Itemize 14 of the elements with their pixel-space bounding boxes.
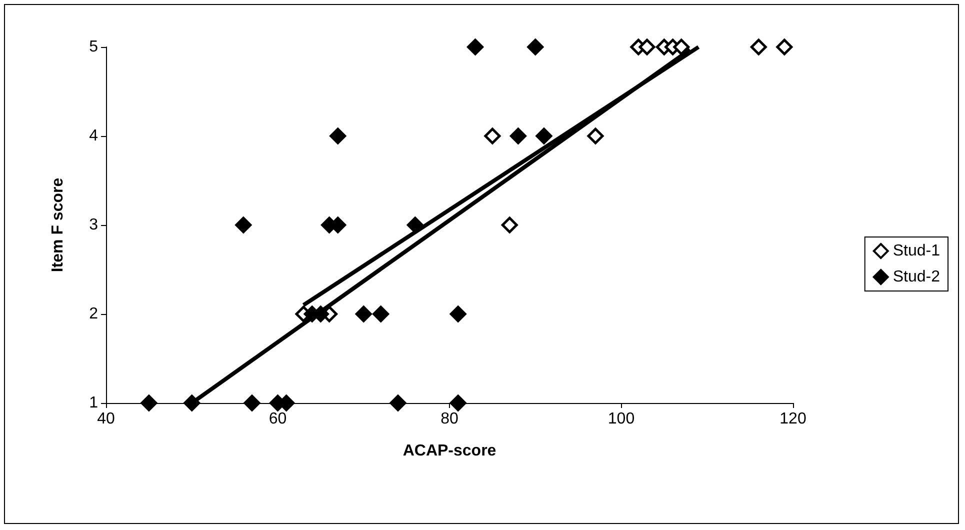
legend-label: Stud-2 (892, 268, 940, 286)
y-tick-label: 3 (89, 216, 98, 234)
y-tick-label: 4 (89, 128, 98, 144)
y-axis-title: Item F score (50, 178, 66, 272)
y-tick-label: 1 (89, 394, 98, 412)
y-tick-label: 5 (89, 38, 98, 56)
x-tick-label: 40 (97, 410, 115, 428)
x-tick-label: 80 (440, 410, 458, 428)
y-tick-label: 2 (89, 306, 98, 322)
x-tick-label: 60 (268, 410, 287, 428)
x-tick-label: 100 (608, 410, 635, 428)
legend-label: Stud-1 (892, 242, 940, 260)
x-tick-label: 120 (780, 410, 806, 428)
x-axis-title: ACAP-score (402, 442, 496, 460)
